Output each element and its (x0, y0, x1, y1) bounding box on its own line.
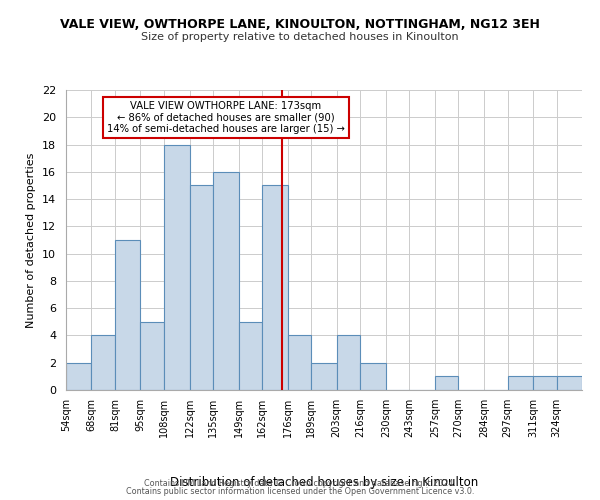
Text: VALE VIEW OWTHORPE LANE: 173sqm
← 86% of detached houses are smaller (90)
14% of: VALE VIEW OWTHORPE LANE: 173sqm ← 86% of… (107, 100, 345, 134)
Bar (66, 362, 91, 390)
Text: VALE VIEW, OWTHORPE LANE, KINOULTON, NOTTINGHAM, NG12 3EH: VALE VIEW, OWTHORPE LANE, KINOULTON, NOT… (60, 18, 540, 30)
Bar (533, 376, 557, 390)
Bar (164, 144, 190, 390)
X-axis label: Distribution of detached houses by size in Kinoulton: Distribution of detached houses by size … (170, 476, 478, 489)
Bar (190, 186, 213, 390)
Bar (140, 322, 164, 390)
Bar (115, 240, 140, 390)
Bar (287, 336, 311, 390)
Bar (557, 376, 582, 390)
Bar (239, 322, 262, 390)
Bar (213, 172, 239, 390)
Bar (311, 362, 337, 390)
Text: Contains public sector information licensed under the Open Government Licence v3: Contains public sector information licen… (126, 487, 474, 496)
Bar (91, 336, 115, 390)
Bar (262, 186, 287, 390)
Text: Contains HM Land Registry data © Crown copyright and database right 2024.: Contains HM Land Registry data © Crown c… (144, 478, 456, 488)
Bar (508, 376, 533, 390)
Y-axis label: Number of detached properties: Number of detached properties (26, 152, 37, 328)
Bar (337, 336, 361, 390)
Text: Size of property relative to detached houses in Kinoulton: Size of property relative to detached ho… (141, 32, 459, 42)
Bar (435, 376, 458, 390)
Bar (361, 362, 386, 390)
